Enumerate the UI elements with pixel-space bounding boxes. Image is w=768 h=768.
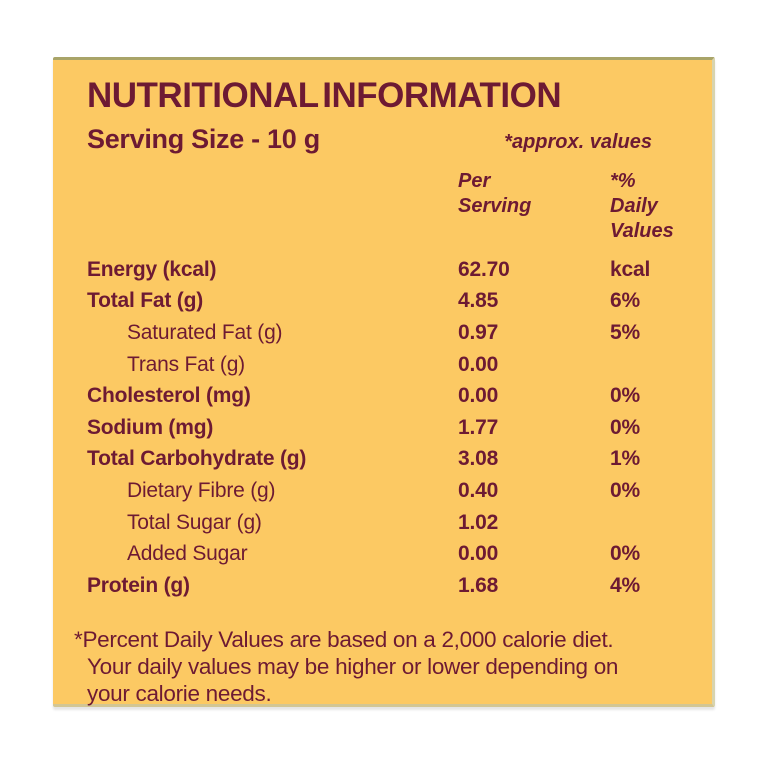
row-label: Added Sugar [127, 542, 248, 566]
table-row-added-sugar: Added Sugar 0.00 0% [87, 538, 684, 570]
row-per-serving-value: 4.85 [458, 289, 499, 313]
column-header-per-serving: Per Serving [458, 170, 532, 217]
row-per-serving-value: 1.68 [458, 573, 499, 597]
row-label: Protein (g) [87, 573, 190, 597]
table-row-cholesterol: Cholesterol (mg) 0.00 0% [87, 380, 684, 412]
row-daily-value: 0% [610, 415, 640, 439]
nutrition-label-card: NUTRITIONAL INFORMATION Serving Size - 1… [53, 57, 715, 707]
daily-values-footnote: *Percent Daily Values are based on a 2,0… [74, 626, 619, 706]
row-daily-value: 1% [610, 447, 640, 471]
table-row-total-sugar: Total Sugar (g) 1.02 [87, 507, 684, 539]
row-label: Energy (kcal) [87, 257, 217, 281]
row-label: Trans Fat (g) [127, 352, 245, 376]
serving-size-label: Serving Size - 10 g [87, 124, 320, 154]
row-daily-value: 6% [610, 289, 640, 313]
table-header-row: Per Serving *% Daily Values [87, 169, 684, 244]
row-daily-value: 5% [610, 320, 640, 344]
row-daily-value: 0% [610, 542, 640, 566]
row-label: Total Carbohydrate (g) [87, 447, 307, 471]
row-per-serving-value: 0.00 [458, 542, 499, 566]
table-row-dietary-fibre: Dietary Fibre (g) 0.40 0% [87, 475, 684, 507]
row-label: Saturated Fat (g) [127, 320, 283, 344]
table-row-total-carbohydrate: Total Carbohydrate (g) 3.08 1% [87, 444, 684, 476]
table-row-energy: Energy (kcal) 62.70 kcal [87, 254, 684, 286]
serving-size-row: Serving Size - 10 g *approx. values [87, 124, 684, 155]
row-per-serving-value: 0.00 [458, 352, 499, 376]
page-title: NUTRITIONAL INFORMATION [87, 76, 562, 115]
row-label: Cholesterol (mg) [87, 384, 251, 408]
row-daily-value: 0% [610, 478, 640, 502]
table-row-saturated-fat: Saturated Fat (g) 0.97 5% [87, 317, 684, 349]
row-label: Total Fat (g) [87, 289, 203, 313]
row-label: Total Sugar (g) [127, 510, 262, 534]
row-daily-value: 4% [610, 573, 640, 597]
column-header-daily-values: *% Daily Values [610, 170, 674, 242]
table-row-total-fat: Total Fat (g) 4.85 6% [87, 286, 684, 318]
row-per-serving-value: 1.77 [458, 415, 499, 439]
row-per-serving-value: 0.40 [458, 478, 499, 502]
row-daily-value: kcal [610, 257, 651, 281]
table-row-trans-fat: Trans Fat (g) 0.00 [87, 349, 684, 381]
row-per-serving-value: 0.00 [458, 384, 499, 408]
row-label: Sodium (mg) [87, 415, 214, 439]
row-per-serving-value: 62.70 [458, 257, 510, 281]
approx-values-note: *approx. values [504, 131, 652, 153]
table-row-sodium: Sodium (mg) 1.77 0% [87, 412, 684, 444]
row-daily-value: 0% [610, 384, 640, 408]
row-per-serving-value: 0.97 [458, 320, 499, 344]
row-per-serving-value: 3.08 [458, 447, 499, 471]
table-row-protein: Protein (g) 1.68 4% [87, 570, 684, 602]
row-per-serving-value: 1.02 [458, 510, 499, 534]
nutrition-table: Energy (kcal) 62.70 kcal Total Fat (g) 4… [87, 254, 684, 602]
row-label: Dietary Fibre (g) [127, 478, 276, 502]
